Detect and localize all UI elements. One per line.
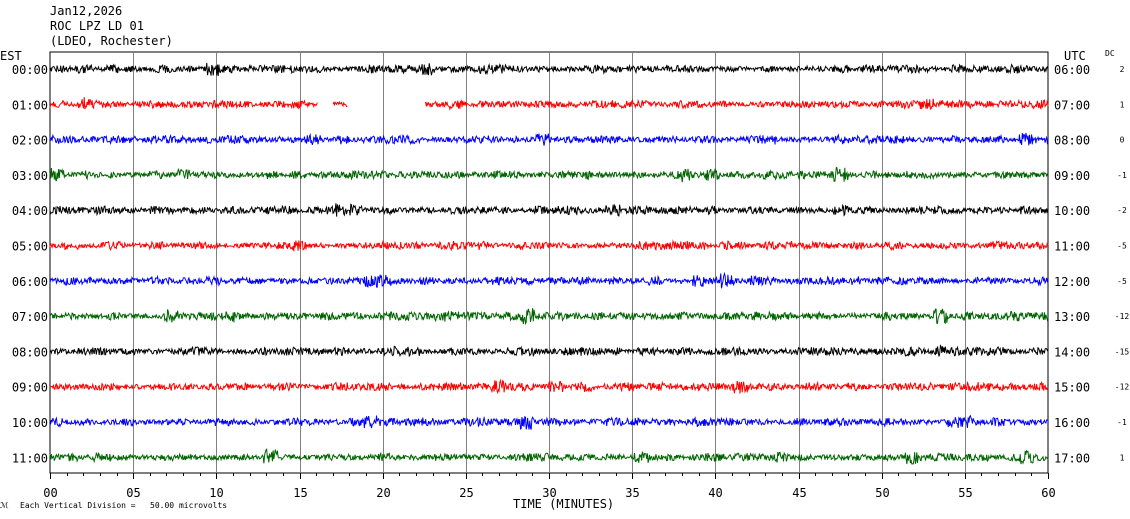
trace-00:00 [49, 62, 1049, 77]
x-tick-label: 05 [126, 486, 140, 500]
utc-time-label: 14:00 [1054, 345, 1090, 359]
dc-title: DC [1105, 49, 1115, 58]
est-time-label: 08:00 [12, 345, 48, 359]
x-tick-label: 40 [708, 486, 722, 500]
dc-offset-label: -5 [1117, 277, 1127, 286]
est-time-label: 11:00 [12, 451, 48, 465]
x-axis-title: TIME (MINUTES) [513, 497, 615, 511]
dc-offset-label: 0 [1120, 136, 1125, 145]
grid-layer [49, 51, 1049, 479]
dc-offset-label: -1 [1117, 418, 1127, 427]
est-time-label: 00:00 [12, 63, 48, 77]
utc-time-label: 10:00 [1054, 204, 1090, 218]
x-tick-label: 15 [293, 486, 307, 500]
utc-axis-title: UTC [1064, 49, 1086, 63]
utc-time-label: 16:00 [1054, 416, 1090, 430]
chart-subtitle: (LDEO, Rochester) [50, 34, 173, 48]
est-time-label: 06:00 [12, 275, 48, 289]
utc-time-label: 07:00 [1054, 98, 1090, 112]
est-axis-title: EST [0, 49, 22, 63]
dc-offset-label: -5 [1117, 242, 1127, 251]
x-tick-label: 35 [625, 486, 639, 500]
utc-time-label: 06:00 [1054, 63, 1090, 77]
utc-time-label: 08:00 [1054, 134, 1090, 148]
est-time-label: 07:00 [12, 310, 48, 324]
utc-time-label: 11:00 [1054, 240, 1090, 254]
dc-offset-label: -12 [1115, 312, 1130, 321]
trace-06:00 [49, 271, 1049, 289]
trace-08:00 [49, 344, 1049, 358]
x-tick-label: 00 [43, 486, 57, 500]
est-time-label: 01:00 [12, 98, 48, 112]
x-tick-label: 45 [792, 486, 806, 500]
trace-10:00 [49, 414, 1049, 430]
utc-time-label: 12:00 [1054, 275, 1090, 289]
utc-time-label: 09:00 [1054, 169, 1090, 183]
dc-offset-label: 2 [1120, 65, 1125, 74]
est-time-label: 04:00 [12, 204, 48, 218]
est-time-label: 09:00 [12, 381, 48, 395]
x-tick-label: 60 [1041, 486, 1055, 500]
x-tick-label: 10 [209, 486, 223, 500]
x-tick-label: 20 [376, 486, 390, 500]
utc-time-label: 17:00 [1054, 451, 1090, 465]
trace-02:00 [49, 132, 1049, 146]
dc-offset-label: -15 [1115, 347, 1130, 356]
x-tick-label: 55 [958, 486, 972, 500]
dc-offset-label: -2 [1117, 206, 1127, 215]
x-tick-label: 50 [875, 486, 889, 500]
trace-layer [49, 62, 1049, 465]
dc-offset-label: 1 [1120, 453, 1125, 462]
trace-05:00 [49, 239, 1049, 252]
x-tick-label: 25 [459, 486, 473, 500]
utc-time-label: 13:00 [1054, 310, 1090, 324]
trace-03:00 [49, 166, 1049, 183]
est-time-label: 03:00 [12, 169, 48, 183]
trace-07:00 [49, 308, 1049, 326]
est-time-label: 10:00 [12, 416, 48, 430]
logo-icon: ℳ [0, 501, 9, 510]
dc-offset-label: -12 [1115, 383, 1130, 392]
chart-date: Jan12,2026 [50, 4, 123, 18]
trace-04:00 [49, 203, 1049, 217]
chart-title: ROC LPZ LD 01 [50, 19, 144, 33]
trace-11:00 [49, 448, 1049, 465]
dc-offset-label: -1 [1117, 171, 1127, 180]
utc-time-label: 15:00 [1054, 381, 1090, 395]
scale-note: Each Vertical Division = 50.00 microvolt… [20, 501, 228, 510]
est-time-label: 05:00 [12, 240, 48, 254]
trace-01:00 [49, 97, 1049, 111]
est-time-label: 02:00 [12, 134, 48, 148]
trace-09:00 [49, 378, 1049, 395]
dc-offset-label: 1 [1120, 100, 1125, 109]
x-tick-label: 30 [542, 486, 556, 500]
